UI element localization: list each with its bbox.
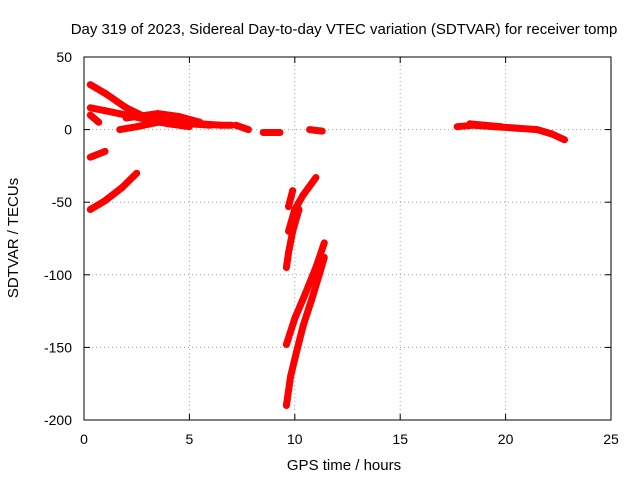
chart-title: Day 319 of 2023, Sidereal Day-to-day VTE… bbox=[71, 21, 618, 38]
series-arc-13 bbox=[282, 208, 303, 269]
data-point bbox=[308, 179, 316, 187]
series-arc-10 bbox=[88, 170, 140, 213]
data-point bbox=[143, 111, 151, 119]
x-tick-label: 0 bbox=[80, 431, 88, 447]
data-point bbox=[282, 402, 290, 409]
data-point bbox=[285, 249, 292, 257]
data-point bbox=[285, 203, 292, 211]
x-tick-label: 25 bbox=[603, 431, 619, 447]
x-tick-label: 5 bbox=[186, 431, 194, 447]
data-point bbox=[533, 126, 541, 134]
data-point bbox=[196, 118, 204, 126]
data-point bbox=[318, 127, 326, 135]
data-point bbox=[133, 169, 141, 177]
data-point bbox=[466, 120, 474, 128]
data-point bbox=[287, 372, 295, 380]
data-point bbox=[101, 107, 109, 115]
y-tick-label: -100 bbox=[44, 267, 72, 283]
data-point bbox=[86, 81, 94, 89]
data-point bbox=[122, 114, 130, 122]
data-point bbox=[548, 130, 556, 138]
data-point bbox=[282, 341, 290, 348]
data-point bbox=[453, 123, 461, 131]
data-point bbox=[320, 253, 328, 261]
data-point bbox=[497, 123, 505, 131]
data-point bbox=[101, 147, 109, 155]
data-point bbox=[316, 268, 324, 276]
data-point bbox=[175, 113, 183, 120]
data-point bbox=[299, 191, 307, 199]
data-point bbox=[217, 121, 225, 129]
data-point bbox=[299, 322, 307, 330]
data-point bbox=[118, 184, 126, 192]
y-tick-label: -200 bbox=[44, 412, 72, 428]
data-point bbox=[481, 121, 488, 129]
y-tick-labels: 50 0 -50 -100 -150 -200 bbox=[44, 49, 72, 428]
data-point bbox=[295, 206, 303, 213]
data-point bbox=[293, 346, 301, 354]
data-point bbox=[101, 197, 109, 205]
data-point bbox=[232, 121, 240, 129]
x-tick-labels: 0 5 10 15 20 25 bbox=[80, 431, 619, 447]
data-point bbox=[101, 89, 109, 97]
data-point bbox=[308, 296, 316, 303]
data-point bbox=[291, 314, 299, 322]
x-tick-label: 20 bbox=[498, 431, 514, 447]
y-tick-label: 50 bbox=[56, 49, 72, 65]
data-point bbox=[86, 104, 94, 112]
x-axis-label: GPS time / hours bbox=[287, 457, 401, 474]
data-point bbox=[86, 111, 94, 119]
y-tick-label: -50 bbox=[52, 194, 72, 210]
plot-frame bbox=[83, 56, 612, 421]
data-point bbox=[561, 136, 569, 144]
y-tick-label: -150 bbox=[44, 339, 72, 355]
data-point bbox=[289, 187, 297, 195]
data-point bbox=[116, 126, 124, 134]
data-point bbox=[86, 206, 94, 213]
data-point bbox=[512, 124, 520, 132]
data-point bbox=[282, 264, 290, 271]
data-point bbox=[301, 290, 309, 298]
x-tick-label: 15 bbox=[392, 431, 408, 447]
data-point bbox=[289, 227, 297, 235]
data-point bbox=[86, 153, 94, 161]
data-point bbox=[133, 123, 141, 131]
axis-ticks bbox=[83, 56, 612, 421]
data-point bbox=[276, 129, 284, 136]
data-point bbox=[244, 126, 252, 134]
data-point bbox=[312, 174, 320, 181]
data-point bbox=[122, 104, 130, 112]
y-axis-label: SDTVAR / TECUs bbox=[5, 178, 22, 298]
data-point bbox=[259, 129, 267, 136]
data-point bbox=[95, 118, 103, 126]
data-point bbox=[154, 110, 162, 118]
data-series bbox=[86, 81, 569, 409]
data-point bbox=[306, 126, 314, 134]
x-tick-label: 10 bbox=[287, 431, 303, 447]
data-point bbox=[320, 239, 328, 247]
data-point bbox=[154, 118, 162, 126]
y-tick-label: 0 bbox=[64, 122, 72, 138]
